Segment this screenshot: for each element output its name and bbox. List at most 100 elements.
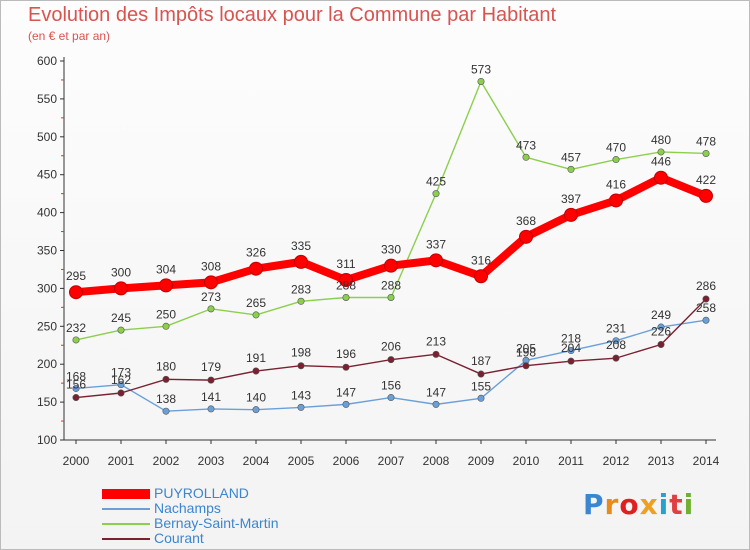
legend-label: PUYROLLAND (154, 485, 249, 501)
data-label: 179 (201, 360, 221, 374)
data-label: 213 (426, 334, 446, 348)
data-label: 326 (246, 246, 266, 260)
data-label: 425 (426, 175, 446, 189)
y-tick-label: 150 (37, 395, 57, 409)
x-tick-label: 2002 (153, 454, 180, 468)
series-nachamps (72, 316, 710, 415)
y-tick-label: 600 (37, 54, 57, 68)
data-label: 330 (381, 243, 401, 257)
chart-title: Evolution des Impôts locaux pour la Comm… (28, 4, 557, 26)
data-label: 173 (111, 366, 131, 380)
data-point (159, 278, 173, 293)
data-point (342, 400, 350, 408)
data-label: 232 (66, 321, 86, 335)
data-label: 205 (516, 341, 536, 355)
data-point (162, 322, 170, 330)
x-tick-label: 2012 (603, 454, 630, 468)
data-label: 226 (651, 324, 671, 338)
data-point (72, 384, 80, 392)
proxiti-logo: Proxiti (583, 488, 694, 521)
logo-letter: P (583, 488, 605, 521)
data-point (207, 305, 215, 313)
data-point (564, 207, 578, 222)
data-label: 206 (381, 340, 401, 354)
data-point (204, 275, 218, 290)
data-point (297, 362, 305, 370)
data-label: 316 (471, 253, 491, 267)
data-labels-layer: 295 300 304 308 326 335 311 330 337 316 368 397 416 4… (66, 62, 716, 406)
data-label: 295 (66, 269, 86, 283)
data-point (432, 400, 440, 408)
legend-label: Courant (154, 530, 204, 546)
data-label: 480 (651, 133, 671, 147)
data-point (72, 336, 80, 344)
y-tick-label: 450 (37, 168, 57, 182)
data-point (117, 326, 125, 334)
data-label: 283 (291, 282, 311, 296)
data-label: 250 (156, 307, 176, 321)
logo-letter: t (669, 488, 684, 521)
data-label: 143 (291, 388, 311, 402)
data-point (429, 253, 443, 268)
data-label: 198 (291, 346, 311, 360)
y-tick-label: 350 (37, 244, 57, 258)
y-tick-label: 400 (37, 206, 57, 220)
logo-letter: r (604, 488, 620, 521)
chart-subtitle: (en € et par an) (28, 29, 111, 43)
y-tick-label: 300 (37, 281, 57, 295)
data-label: 187 (471, 354, 491, 368)
data-label: 155 (471, 379, 491, 393)
data-point (294, 254, 308, 269)
data-label: 457 (561, 150, 581, 164)
data-point (567, 347, 575, 355)
data-label: 335 (291, 239, 311, 253)
x-tick-label: 2004 (243, 454, 270, 468)
data-point (252, 406, 260, 414)
data-point (117, 389, 125, 397)
chart-axes: 100 150 200 250 300 350 400 450 500 550 600 2000 200… (37, 54, 720, 468)
x-tick-label: 2010 (513, 454, 540, 468)
data-label: 218 (561, 332, 581, 346)
data-point (249, 261, 263, 276)
data-point (612, 337, 620, 345)
data-point (654, 170, 668, 185)
data-label: 311 (336, 257, 355, 271)
data-point (432, 350, 440, 358)
data-label: 397 (561, 192, 581, 206)
data-point (522, 362, 530, 370)
data-label: 286 (696, 279, 716, 293)
legend-swatch (102, 523, 150, 525)
data-label: 446 (651, 155, 671, 169)
data-point (342, 363, 350, 371)
data-point (387, 293, 395, 301)
data-label: 337 (426, 237, 446, 251)
data-point (477, 370, 485, 378)
series-line (75, 80, 707, 341)
series-layer (69, 77, 713, 415)
data-point (72, 394, 80, 402)
x-tick-label: 2013 (648, 454, 675, 468)
data-point (567, 165, 575, 173)
data-point (612, 156, 620, 164)
legend-swatch (102, 489, 150, 499)
data-point (702, 149, 710, 157)
data-label: 180 (156, 359, 176, 373)
data-point (387, 356, 395, 364)
data-label: 288 (336, 278, 356, 292)
data-point (297, 403, 305, 411)
data-point (522, 153, 530, 161)
data-point (387, 394, 395, 402)
logo-letter: x (639, 488, 659, 521)
data-label: 273 (201, 290, 221, 304)
data-label: 422 (696, 173, 716, 187)
y-tick-label: 200 (37, 357, 57, 371)
data-point (252, 311, 260, 319)
series-bernay-saint-martin (72, 77, 710, 344)
data-label: 288 (381, 278, 401, 292)
data-point (519, 229, 533, 244)
data-point (702, 316, 710, 324)
data-label: 300 (111, 265, 131, 279)
data-label: 147 (336, 385, 356, 399)
